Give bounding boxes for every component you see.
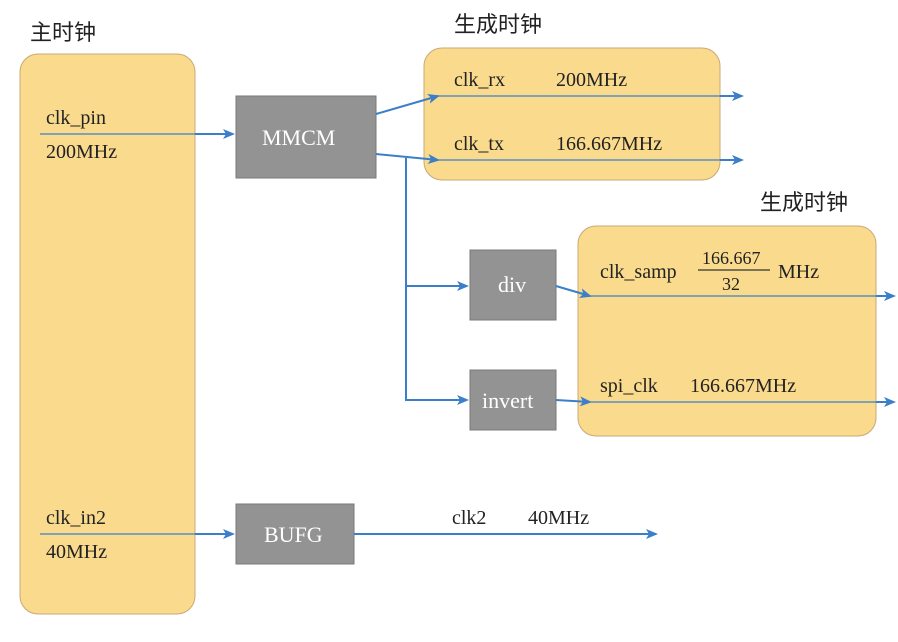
div-label: div bbox=[498, 272, 526, 297]
bufg-label: BUFG bbox=[264, 522, 323, 547]
main-clock-title: 主时钟 bbox=[30, 20, 96, 45]
clk-tx-label: clk_tx bbox=[454, 133, 504, 155]
arrow-branch-invert bbox=[406, 286, 467, 400]
invert-label: invert bbox=[482, 388, 533, 413]
mmcm-label: MMCM bbox=[262, 125, 335, 150]
clk-samp-label: clk_samp bbox=[600, 261, 677, 283]
clk-rx-label: clk_rx bbox=[454, 69, 505, 91]
clk-in2-freq: 40MHz bbox=[46, 541, 107, 563]
spi-clk-label: spi_clk bbox=[600, 375, 658, 397]
clk-samp-unit: MHz bbox=[778, 261, 819, 283]
main-clock-box bbox=[20, 54, 195, 614]
clk-pin-label: clk_pin bbox=[46, 107, 106, 129]
clk-pin-freq: 200MHz bbox=[46, 141, 117, 163]
clk2-freq: 40MHz bbox=[528, 507, 589, 529]
clk-in2-label: clk_in2 bbox=[46, 507, 106, 529]
spi-clk-freq: 166.667MHz bbox=[690, 375, 796, 397]
clk2-label: clk2 bbox=[452, 507, 486, 529]
clk-tx-freq: 166.667MHz bbox=[556, 133, 662, 155]
clk-rx-freq: 200MHz bbox=[556, 69, 627, 91]
gen-clock-title-1: 生成时钟 bbox=[454, 12, 542, 37]
clk-samp-numerator: 166.667 bbox=[702, 248, 761, 268]
clk-samp-denominator: 32 bbox=[722, 274, 740, 294]
gen-clock-title-2: 生成时钟 bbox=[760, 190, 848, 215]
